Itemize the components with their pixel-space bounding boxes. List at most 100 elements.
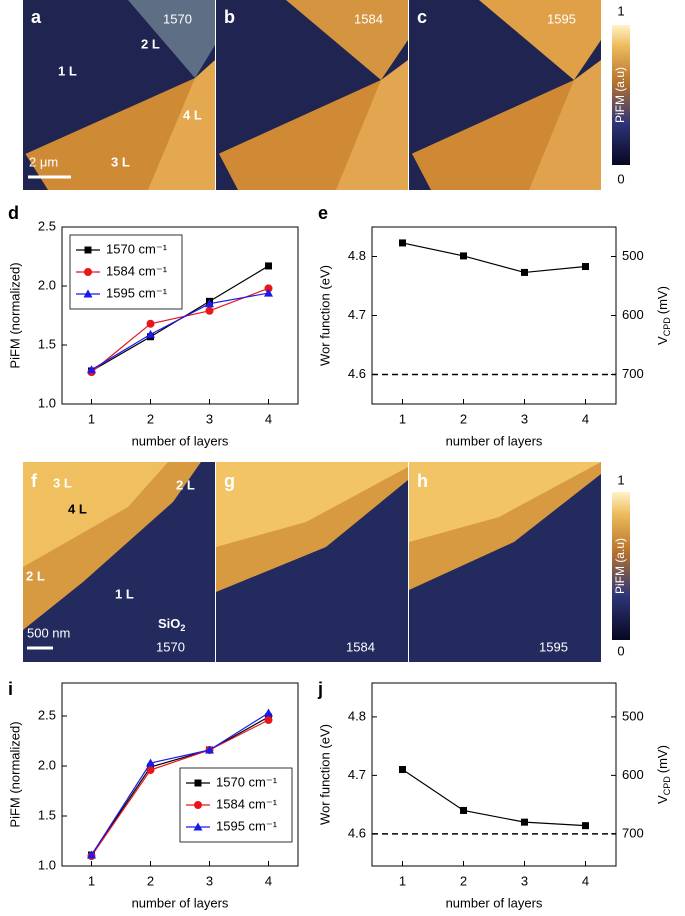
y-tick-label: 4.8 xyxy=(348,248,366,263)
wavenumber: 1570 xyxy=(156,639,185,654)
legend-marker xyxy=(83,289,93,298)
y-tick-label: 2.5 xyxy=(38,218,56,233)
x-tick-label: 3 xyxy=(206,411,213,426)
y2-label-part: V xyxy=(655,795,670,804)
y-tick-label: 2.0 xyxy=(38,277,56,292)
panel-label: g xyxy=(224,471,235,491)
colorbar-label: PiFM (a.u) xyxy=(613,538,627,594)
marker xyxy=(521,268,528,276)
legend-marker xyxy=(84,246,92,254)
series-line xyxy=(90,712,269,856)
layer-label: 1 L xyxy=(115,586,134,601)
wavenumber: 1595 xyxy=(547,11,576,26)
marker xyxy=(205,745,214,754)
image-panel: a 1570 2 L 1 L 4 L 3 L 2 μm xyxy=(23,0,215,190)
y2-label-part: (mV) xyxy=(655,745,670,773)
y-tick-label: 4.6 xyxy=(348,825,366,840)
layer-label: 3 L xyxy=(53,475,72,490)
y2-axis-label: VCPD (mV) xyxy=(655,745,672,804)
x-tick-label: 2 xyxy=(147,873,154,888)
image-panel: c 1595 xyxy=(409,0,601,190)
marker xyxy=(264,716,273,724)
y-tick-label: 2.5 xyxy=(38,707,56,722)
layer-label: 4 L xyxy=(183,107,202,122)
marker xyxy=(521,818,528,826)
y-tick-label: 4.7 xyxy=(348,307,366,322)
marker xyxy=(399,766,406,774)
x-tick-label: 1 xyxy=(88,411,95,426)
y-tick-label: 2.0 xyxy=(38,757,56,772)
image-panel: f 3 L 2 L 4 L 2 L 1 L SiO2 500 nm 1570 xyxy=(23,462,215,662)
layer-label: 2 L xyxy=(141,36,160,51)
panel-label: d xyxy=(8,203,19,223)
x-tick-label: 1 xyxy=(399,873,406,888)
series-line xyxy=(402,242,586,274)
layer-label: 4 L xyxy=(68,501,87,516)
marker xyxy=(146,766,155,774)
legend-label: 1595 cm⁻¹ xyxy=(106,285,168,300)
marker xyxy=(264,288,273,297)
y-axis-label: Wor function (eV) xyxy=(317,724,332,825)
y2-tick-label: 600 xyxy=(622,307,644,322)
plot-frame xyxy=(61,226,299,405)
legend-marker xyxy=(193,822,203,831)
x-tick-label: 3 xyxy=(521,873,528,888)
wavenumber: 1584 xyxy=(346,639,375,654)
scale-bar-label: 2 μm xyxy=(29,154,58,169)
panel-label: j xyxy=(317,679,323,699)
marker xyxy=(582,263,589,271)
y-axis-label: PiFM (normalized) xyxy=(7,721,22,827)
x-tick-label: 4 xyxy=(265,873,272,888)
plot-frame xyxy=(61,682,299,867)
marker xyxy=(264,708,273,717)
y2-tick-label: 500 xyxy=(622,708,644,723)
wavenumber: 1584 xyxy=(354,11,383,26)
legend-label: 1595 cm⁻¹ xyxy=(216,818,278,833)
scale-bar-label: 500 nm xyxy=(27,625,70,640)
y2-label-sub: CPD xyxy=(662,776,672,796)
panel-label: a xyxy=(31,7,42,27)
layer-label: 3 L xyxy=(111,154,130,169)
x-axis-label: number of layers xyxy=(132,895,229,910)
y-tick-label: 1.0 xyxy=(38,395,56,410)
y2-tick-label: 700 xyxy=(622,366,644,381)
legend-label: 1570 cm⁻¹ xyxy=(106,241,168,256)
colorbar-min: 0 xyxy=(617,171,624,186)
image-panel: g 1584 xyxy=(216,462,408,662)
colorbar-min: 0 xyxy=(617,643,624,658)
marker xyxy=(205,299,214,308)
x-tick-label: 2 xyxy=(460,873,467,888)
marker xyxy=(399,239,406,247)
layer-label: 2 L xyxy=(26,568,45,583)
legend-label: 1570 cm⁻¹ xyxy=(216,774,278,789)
series-line xyxy=(402,769,586,827)
marker xyxy=(146,319,155,328)
y-axis-label: Wor function (eV) xyxy=(317,265,332,366)
series-line xyxy=(91,716,269,856)
colorbar-label: PiFM (a.u) xyxy=(613,67,627,123)
y2-tick-label: 600 xyxy=(622,767,644,782)
wavenumber: 1570 xyxy=(163,11,192,26)
image-panel: b 1584 xyxy=(216,0,408,190)
x-axis-label: number of layers xyxy=(446,433,543,448)
substrate-label: SiO2 xyxy=(158,616,185,633)
panel-label: i xyxy=(8,679,13,699)
colorbar-max: 1 xyxy=(617,3,624,18)
marker xyxy=(460,252,467,260)
colorbar xyxy=(612,25,630,165)
y-tick-label: 1.5 xyxy=(38,807,56,822)
colorbar-max: 1 xyxy=(617,472,624,487)
wavenumber: 1595 xyxy=(539,639,568,654)
panel-label: h xyxy=(417,471,428,491)
x-tick-label: 3 xyxy=(206,873,213,888)
plot-frame xyxy=(371,226,617,405)
marker xyxy=(205,306,214,315)
y2-tick-label: 500 xyxy=(622,248,644,263)
marker xyxy=(582,822,589,830)
y2-tick-label: 700 xyxy=(622,825,644,840)
x-axis-label: number of layers xyxy=(132,433,229,448)
panel-label: c xyxy=(417,7,427,27)
panel-label: b xyxy=(224,7,235,27)
x-tick-label: 4 xyxy=(582,411,589,426)
